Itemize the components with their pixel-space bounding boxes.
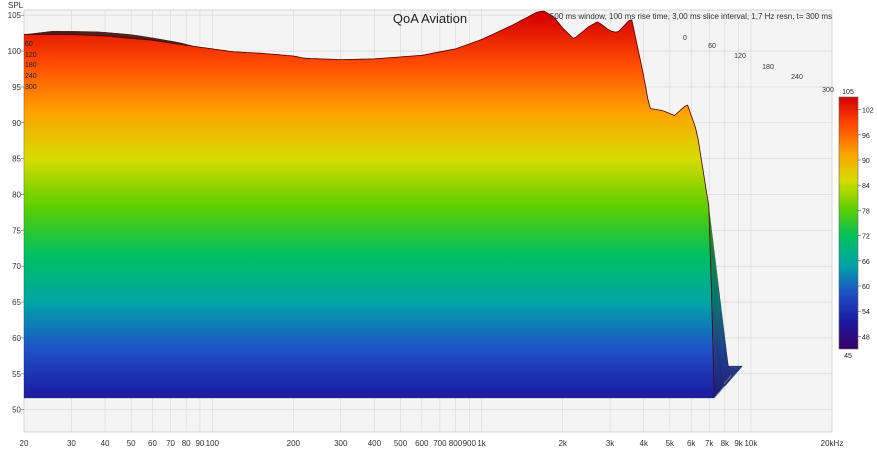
y-tick-label: 50	[12, 406, 21, 415]
x-tick-label: 30	[67, 439, 76, 448]
y-tick-label: 60	[12, 334, 21, 343]
colorbar-tick-label: 102	[862, 108, 874, 115]
x-tick-label: 3k	[606, 439, 615, 448]
time-tick-label-left: 60	[25, 41, 33, 48]
time-axis-ticks: 0 60 120 180 240 300 60 120 180 240 300	[25, 35, 834, 94]
colorbar-tick-label: 60	[862, 284, 870, 291]
colorbar-tick-label: 78	[862, 208, 870, 215]
y-tick-label: 95	[12, 83, 21, 92]
y-tick-label: 70	[12, 262, 21, 271]
x-tick-label: 1k	[477, 439, 486, 448]
x-tick-label: 700	[433, 439, 447, 448]
colorbar-tick-label: 96	[862, 133, 870, 140]
colorbar-bottom-label: 45	[844, 353, 852, 360]
x-tick-label: 50	[127, 439, 136, 448]
time-tick-label-left: 300	[25, 84, 37, 91]
y-tick-label: 90	[12, 119, 21, 128]
colorbar-tick-label: 84	[862, 183, 870, 190]
colorbar: 48 54 60 66 72 78 84 90 96 102 105 45	[838, 89, 874, 360]
time-tick-label: 300	[822, 87, 834, 94]
x-tick-label: 300	[334, 439, 348, 448]
x-tick-label: 10k	[744, 439, 758, 448]
x-tick-label: 600	[415, 439, 429, 448]
chart-title: QoA Aviation	[393, 11, 467, 26]
x-tick-label: 20kHz	[821, 439, 844, 448]
time-tick-label: 0	[683, 35, 687, 42]
x-tick-label: 40	[101, 439, 110, 448]
x-tick-label: 6k	[687, 439, 696, 448]
x-tick-label: 100	[206, 439, 220, 448]
colorbar-top-label: 105	[842, 89, 854, 96]
y-tick-label: 100	[8, 47, 22, 56]
x-tick-label: 80	[182, 439, 191, 448]
x-tick-label: 90	[195, 439, 204, 448]
x-tick-label: 900	[463, 439, 477, 448]
y-tick-label: 75	[12, 226, 21, 235]
colorbar-gradient	[838, 96, 859, 350]
series-line	[24, 10, 715, 392]
x-tick-label: 200	[287, 439, 301, 448]
chart-subtitle: 500 ms window, 100 ms rise time, 3,00 ms…	[550, 12, 832, 21]
y-tick-label: 55	[12, 370, 21, 379]
waterfall-surface	[23, 10, 743, 399]
x-tick-label: 8k	[721, 439, 730, 448]
x-axis-ticks: 20 30 40 50 60 70 80 90 100 200 300 400 500 600 700 800…	[20, 439, 844, 448]
colorbar-tick-label: 48	[862, 334, 870, 341]
x-tick-label: 5k	[666, 439, 675, 448]
x-tick-label: 7k	[705, 439, 714, 448]
x-tick-label: 800	[449, 439, 463, 448]
y-tick-label: 105	[8, 11, 22, 20]
time-tick-label-left: 120	[25, 52, 37, 59]
y-axis-label: SPL	[8, 1, 24, 10]
x-tick-label: 20	[20, 439, 29, 448]
colorbar-tick-label: 54	[862, 309, 870, 316]
x-tick-label: 70	[166, 439, 175, 448]
time-tick-label: 120	[734, 53, 746, 60]
y-axis-ticks: 50 55 60 65 70 75 80 85 90 95 100 105	[8, 11, 24, 415]
x-tick-label: 500	[394, 439, 408, 448]
time-tick-label-left: 240	[25, 73, 37, 80]
x-tick-label: 2k	[558, 439, 567, 448]
time-tick-label: 180	[762, 64, 774, 71]
x-tick-label: 4k	[640, 439, 649, 448]
x-tick-label: 60	[148, 439, 157, 448]
colorbar-tick-label: 66	[862, 259, 870, 266]
x-tick-label: 9k	[734, 439, 743, 448]
y-tick-label: 85	[12, 155, 21, 164]
y-tick-label: 65	[12, 298, 21, 307]
y-tick-label: 80	[12, 190, 21, 199]
decay-slice	[23, 11, 715, 399]
time-tick-label-left: 180	[25, 62, 37, 69]
colorbar-tick-label: 72	[862, 234, 870, 241]
x-tick-label: 400	[368, 439, 382, 448]
time-tick-label: 240	[791, 74, 803, 81]
colorbar-tick-label: 90	[862, 158, 870, 165]
time-tick-label: 60	[708, 43, 716, 50]
